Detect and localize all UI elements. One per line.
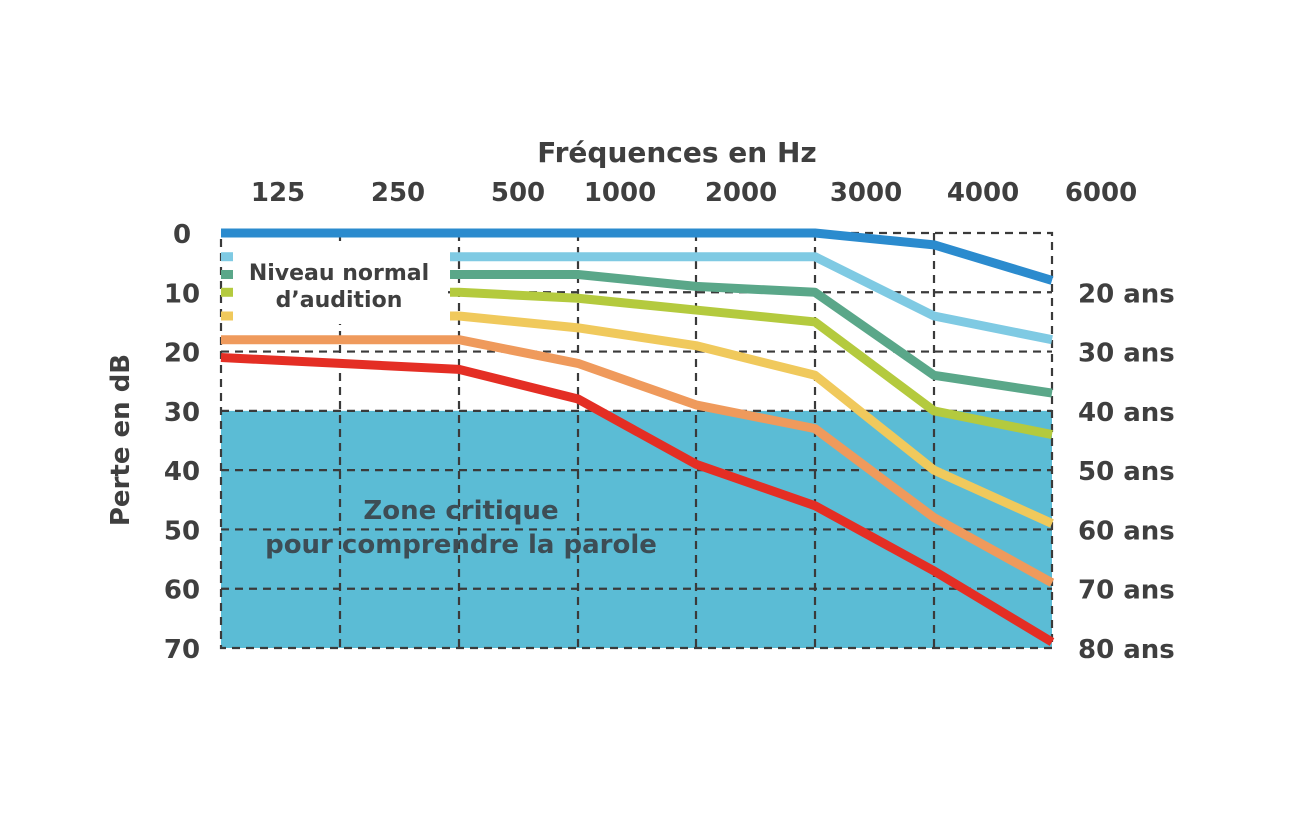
normal-label-line2: d’audition: [276, 288, 403, 313]
x-tick-label: 6000: [1065, 178, 1137, 208]
series-line-40-ans: [450, 287, 1053, 439]
chart-title: Fréquences en Hz: [537, 136, 816, 169]
y-tick-label: 70: [164, 635, 200, 665]
age-label: 80 ans: [1078, 635, 1175, 665]
age-label: 40 ans: [1078, 398, 1175, 428]
age-label: 20 ans: [1078, 279, 1175, 309]
zone-label-line1: Zone critique: [363, 496, 558, 526]
series-line-30-ans: [450, 270, 1053, 398]
x-tick-label: 2000: [705, 178, 777, 208]
series-line-baseline: [221, 228, 1054, 285]
series-line-20-ans: [450, 252, 1053, 345]
x-tick-label: 250: [371, 178, 425, 208]
age-label: 70 ans: [1078, 576, 1175, 606]
age-label: 30 ans: [1078, 339, 1175, 369]
plot-frame: [219, 231, 1054, 650]
y-tick-label: 30: [164, 398, 200, 428]
x-tick-label: 4000: [947, 178, 1019, 208]
normal-label-box: [234, 244, 448, 324]
y-tick-label: 50: [164, 516, 200, 546]
y-tick-label: 20: [164, 339, 200, 369]
age-label: 60 ans: [1078, 516, 1175, 546]
normal-label-line1: Niveau normal: [249, 261, 429, 286]
age-label: 50 ans: [1078, 457, 1175, 487]
series-line-50-ans: [450, 311, 1054, 528]
series-line-70-ans: [220, 353, 1055, 646]
x-tick-label: 500: [491, 178, 545, 208]
series-line-60-ans: [221, 335, 1055, 587]
x-tick-label: 3000: [830, 178, 902, 208]
y-tick-label: 0: [173, 220, 191, 250]
x-tick-label: 1000: [584, 178, 656, 208]
zone-label-line2: pour comprendre la parole: [265, 530, 657, 560]
y-tick-label: 10: [164, 279, 200, 309]
x-tick-label: 125: [251, 178, 305, 208]
y-axis-label: Perte en dB: [106, 354, 136, 526]
y-tick-label: 40: [164, 457, 200, 487]
y-tick-label: 60: [164, 576, 200, 606]
